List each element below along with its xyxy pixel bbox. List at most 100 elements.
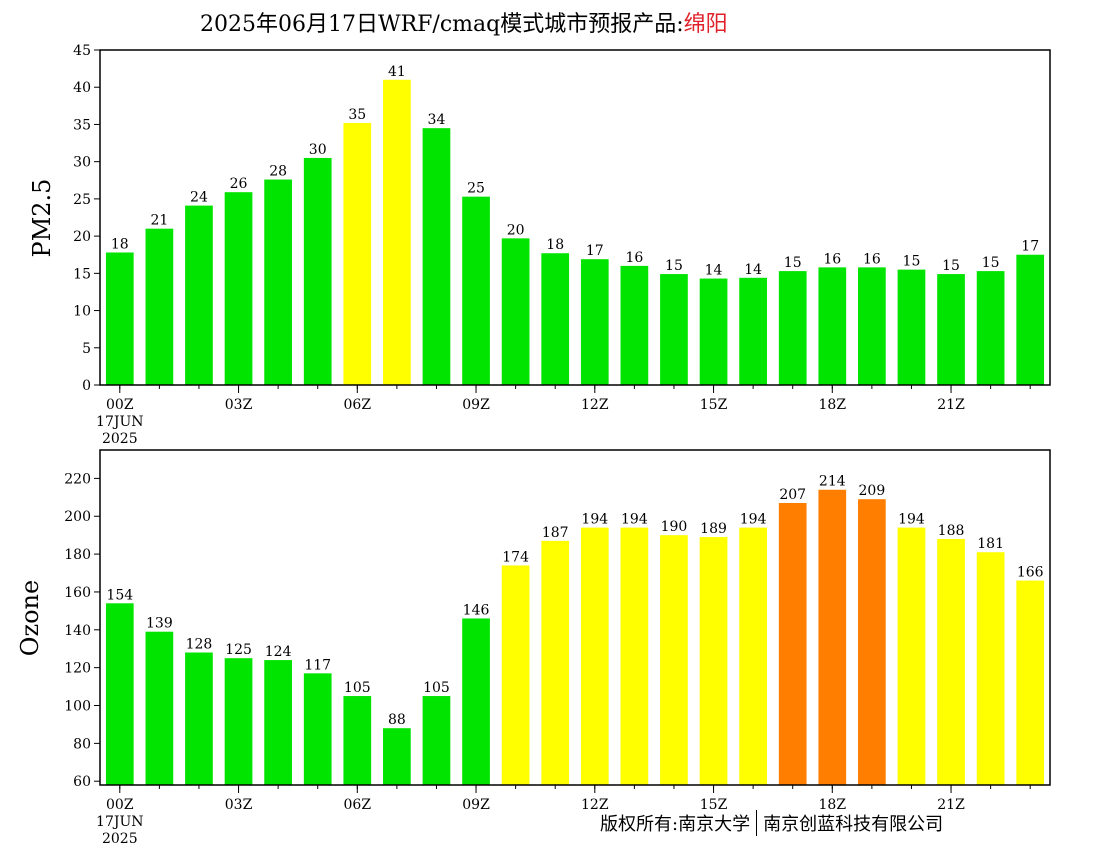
data-label: 16 bbox=[625, 250, 643, 266]
bar bbox=[105, 252, 134, 385]
data-label: 15 bbox=[942, 258, 960, 274]
title-text: 2025年06月17日WRF/cmaq模式城市预报产品: bbox=[200, 12, 684, 37]
data-label: 209 bbox=[859, 483, 886, 499]
bar bbox=[105, 603, 134, 785]
data-label: 35 bbox=[348, 107, 366, 123]
bar bbox=[739, 277, 767, 385]
data-label: 16 bbox=[863, 251, 881, 267]
x-tick-label: 06Z bbox=[344, 397, 372, 413]
bar bbox=[897, 269, 926, 385]
y-tick-label: 0 bbox=[82, 378, 91, 394]
bar bbox=[383, 79, 411, 386]
x-tick-label: 06Z bbox=[344, 797, 372, 813]
y-axis-label: PM2.5 bbox=[28, 179, 56, 258]
bar bbox=[620, 527, 649, 785]
data-label: 25 bbox=[467, 181, 485, 197]
x-tick-label: 12Z bbox=[581, 797, 609, 813]
y-tick-label: 180 bbox=[64, 547, 91, 563]
bar bbox=[660, 274, 688, 385]
data-label: 194 bbox=[740, 512, 767, 528]
x-tick-label: 21Z bbox=[937, 797, 965, 813]
bar bbox=[343, 122, 372, 385]
y-tick-label: 120 bbox=[64, 661, 91, 677]
data-label: 26 bbox=[230, 176, 248, 192]
x-tick-label: 15Z bbox=[700, 797, 728, 813]
y-tick-label: 5 bbox=[82, 341, 91, 357]
data-label: 194 bbox=[898, 512, 925, 528]
bar bbox=[858, 499, 886, 785]
x-tick-label: 21Z bbox=[937, 397, 965, 413]
data-label: 18 bbox=[546, 237, 564, 253]
footer-divider bbox=[756, 810, 758, 836]
y-axis-label: Ozone bbox=[16, 580, 44, 656]
data-label: 190 bbox=[661, 519, 688, 535]
data-label: 181 bbox=[977, 536, 1004, 552]
data-label: 124 bbox=[265, 644, 292, 660]
bar bbox=[818, 267, 847, 385]
x-tick-label: 18Z bbox=[819, 397, 847, 413]
y-tick-label: 140 bbox=[64, 623, 91, 639]
bar bbox=[1016, 254, 1045, 385]
plot-frame bbox=[99, 449, 1051, 786]
data-label: 188 bbox=[938, 523, 965, 539]
x-tick-label: 17JUN bbox=[96, 814, 143, 830]
data-label: 105 bbox=[344, 680, 371, 696]
bar bbox=[976, 271, 1005, 385]
bar bbox=[699, 537, 728, 785]
data-label: 17 bbox=[1021, 239, 1039, 255]
x-tick-label: 00Z bbox=[106, 797, 134, 813]
x-tick-label: 00Z bbox=[106, 397, 134, 413]
data-label: 28 bbox=[269, 164, 287, 180]
x-tick-label: 17JUN bbox=[96, 414, 143, 430]
data-label: 15 bbox=[665, 258, 683, 274]
data-label: 14 bbox=[744, 262, 762, 278]
y-tick-label: 80 bbox=[73, 736, 91, 752]
copyright-right: 南京创蓝科技有限公司 bbox=[763, 814, 944, 835]
y-tick-label: 30 bbox=[73, 155, 91, 171]
x-tick-label: 03Z bbox=[225, 797, 253, 813]
bar bbox=[145, 631, 174, 785]
bar bbox=[739, 527, 767, 785]
bar bbox=[580, 259, 609, 385]
data-label: 139 bbox=[146, 616, 173, 632]
data-label: 154 bbox=[106, 587, 133, 603]
bar bbox=[185, 205, 213, 385]
bar bbox=[264, 660, 292, 785]
data-label: 128 bbox=[186, 637, 213, 653]
data-label: 125 bbox=[225, 642, 252, 658]
copyright-left: 版权所有:南京大学 bbox=[600, 814, 751, 835]
data-label: 214 bbox=[819, 474, 846, 490]
data-label: 105 bbox=[423, 680, 450, 696]
bar bbox=[660, 535, 688, 785]
bar bbox=[620, 265, 649, 385]
data-label: 174 bbox=[502, 549, 529, 565]
y-tick-label: 20 bbox=[73, 229, 91, 245]
y-tick-label: 25 bbox=[73, 192, 91, 208]
bar bbox=[897, 527, 926, 785]
x-tick-label: 03Z bbox=[225, 397, 253, 413]
data-label: 187 bbox=[542, 525, 569, 541]
bar bbox=[462, 196, 490, 385]
bar bbox=[264, 179, 292, 385]
bar bbox=[778, 502, 807, 785]
x-tick-label: 09Z bbox=[462, 397, 490, 413]
data-label: 16 bbox=[823, 251, 841, 267]
title-city: 绵阳 bbox=[683, 12, 728, 37]
bar bbox=[501, 238, 530, 385]
bar bbox=[501, 565, 530, 785]
bar bbox=[699, 278, 728, 385]
data-label: 20 bbox=[507, 222, 525, 238]
data-label: 207 bbox=[779, 487, 806, 503]
x-tick-label: 12Z bbox=[581, 397, 609, 413]
bar bbox=[462, 618, 490, 785]
data-label: 189 bbox=[700, 521, 727, 537]
data-label: 88 bbox=[388, 712, 406, 728]
chart-panel-1: 18 21 24 26 28 30 35 41 34 25 20 18 17 16 15 14 14 15 16 16… bbox=[28, 43, 1051, 447]
data-label: 41 bbox=[388, 64, 406, 80]
bar bbox=[937, 538, 965, 785]
bar bbox=[858, 267, 886, 385]
bar bbox=[976, 552, 1005, 785]
data-label: 194 bbox=[621, 512, 648, 528]
y-tick-label: 60 bbox=[73, 774, 91, 790]
